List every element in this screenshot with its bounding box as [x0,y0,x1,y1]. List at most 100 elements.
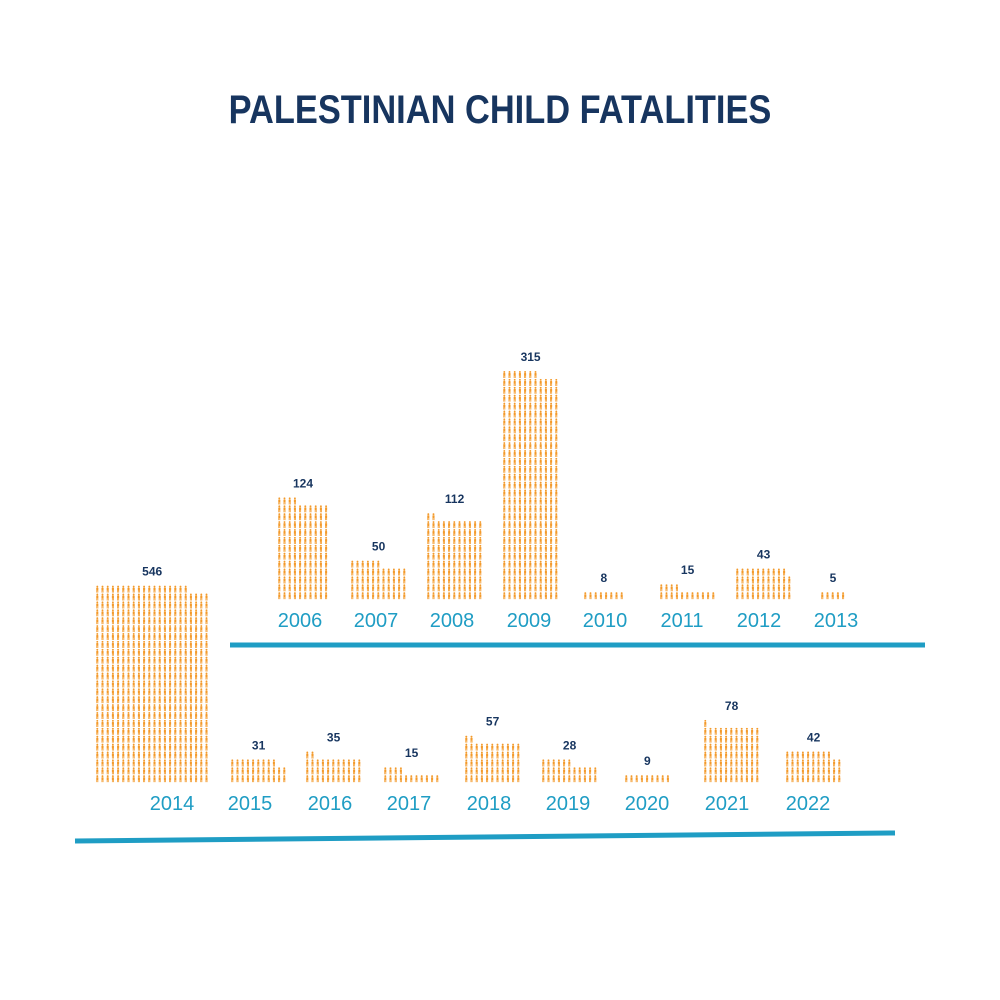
child-figure-icon [174,664,177,672]
child-figure-icon [491,767,494,775]
child-figure-icon [518,489,521,497]
child-figure-icon [735,735,738,743]
child-figure-icon [200,767,203,775]
child-figure-icon [205,632,208,641]
child-figure-icon [821,592,824,600]
child-figure-icon [534,457,537,465]
child-figure-icon [555,560,558,568]
child-figure-icon [304,552,307,560]
child-figure-icon [518,457,521,465]
child-figure-icon [772,584,775,592]
child-figure-icon [163,759,166,767]
child-figure-icon [325,552,328,560]
child-figure-icon [745,775,748,783]
child-figure-icon [740,735,743,743]
child-figure-icon [195,609,198,617]
child-figure-icon [757,568,760,576]
child-figure-icon [398,576,401,584]
child-figure-icon [143,735,146,743]
child-figure-icon [610,592,613,600]
child-figure-icon [117,664,120,672]
value-label-2015: 31 [252,738,266,752]
child-figure-icon [589,775,592,783]
child-figure-icon [534,473,537,481]
child-figure-icon [389,775,392,783]
child-figure-icon [106,609,109,617]
child-figure-icon [458,544,461,552]
child-figure-icon [563,775,566,783]
child-figure-icon [518,505,521,513]
child-figure-icon [656,775,659,783]
child-figure-icon [127,696,130,704]
child-figure-icon [513,426,516,434]
child-figure-icon [544,568,547,576]
child-figure-icon [106,625,109,633]
child-figure-icon [503,513,506,521]
child-figure-icon [453,560,456,568]
child-figure-icon [319,544,322,552]
child-figure-icon [465,751,468,759]
child-figure-icon [132,672,135,680]
child-figure-icon [524,481,527,489]
child-figure-icon [539,449,542,458]
child-figure-icon [262,767,265,775]
child-figure-icon [474,560,477,568]
child-figure-icon [480,743,483,751]
child-figure-icon [143,704,146,712]
child-figure-icon [299,560,302,568]
child-figure-icon [437,568,440,576]
child-figure-icon [783,568,786,576]
child-figure-icon [153,735,156,743]
child-figure-icon [544,576,547,584]
child-figure-icon [288,521,291,529]
child-figure-icon [299,513,302,521]
child-figure-icon [736,592,739,600]
child-figure-icon [127,727,130,735]
child-figure-icon [101,719,104,727]
child-figure-icon [127,711,130,720]
child-figure-icon [179,617,182,625]
child-figure-icon [189,696,192,704]
child-figure-icon [534,378,537,386]
child-figure-icon [475,751,478,759]
child-figure-icon [508,513,511,521]
child-figure-icon [179,609,182,617]
child-figure-icon [316,767,319,775]
child-figure-icon [314,528,317,537]
child-figure-icon [169,751,172,759]
child-figure-icon [745,727,748,735]
child-figure-icon [288,497,291,505]
child-figure-icon [458,521,461,529]
child-figure-icon [143,656,146,664]
child-figure-icon [325,521,328,529]
child-figure-icon [283,592,286,600]
child-figure-icon [387,584,390,592]
child-figure-icon [117,727,120,735]
child-figure-icon [555,544,558,552]
child-figure-icon [518,426,521,434]
child-figure-icon [179,735,182,743]
child-figure-icon [163,664,166,672]
value-label-2019: 28 [563,738,577,752]
child-figure-icon [96,727,99,735]
child-figure-icon [756,735,759,743]
child-figure-icon [304,513,307,521]
child-figure-icon [751,576,754,584]
child-figure-icon [475,775,478,783]
child-figure-icon [544,497,547,505]
child-figure-icon [555,513,558,521]
child-figure-icon [822,751,825,759]
child-figure-icon [833,759,836,767]
child-figure-icon [288,505,291,513]
child-figure-icon [508,505,511,513]
child-figure-icon [675,592,678,600]
child-figure-icon [740,751,743,759]
child-figure-icon [480,775,483,783]
child-figure-icon [701,592,704,600]
child-figure-icon [442,528,445,537]
child-figure-icon [122,751,125,759]
child-figure-icon [278,576,281,584]
child-figure-icon [503,544,506,552]
